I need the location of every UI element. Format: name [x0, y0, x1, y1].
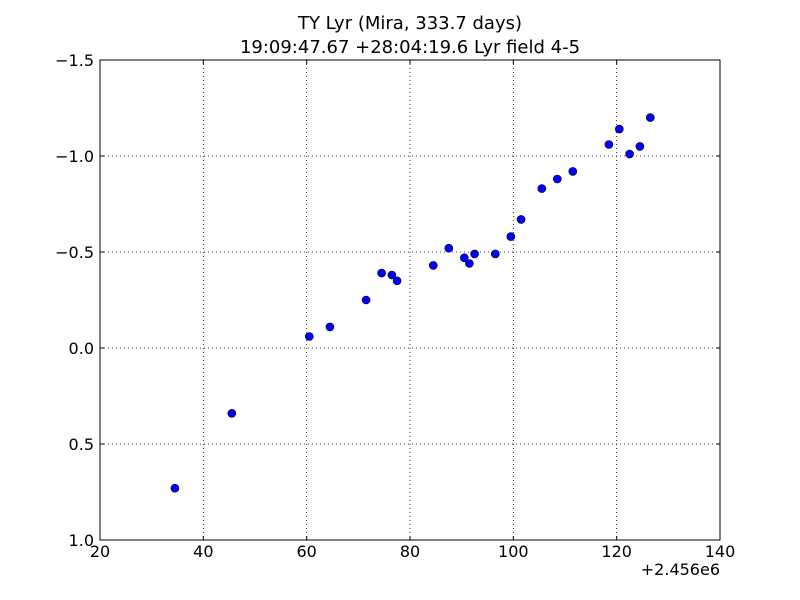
data-point — [227, 408, 237, 418]
chart-subtitle: 19:09:47.67 +28:04:19.6 Lyr field 4-5 — [240, 37, 580, 58]
x-tick-label: 80 — [400, 542, 420, 561]
data-point — [377, 268, 386, 278]
data-point — [387, 270, 397, 280]
data-point — [506, 232, 516, 241]
x-tick-labels: 20 40 60 80 100 120 140 — [90, 542, 735, 561]
chart-title: TY Lyr (Mira, 333.7 days) — [297, 13, 522, 34]
data-points — [170, 113, 655, 493]
data-point — [465, 259, 474, 268]
data-point — [490, 249, 500, 259]
y-tick-label: 0.0 — [69, 339, 94, 358]
y-tick-label: 0.5 — [69, 435, 94, 454]
data-point — [645, 113, 655, 122]
data-point — [170, 483, 180, 493]
data-point — [568, 167, 578, 176]
x-tick-label: 100 — [498, 542, 529, 561]
x-tick-label: 60 — [296, 542, 316, 561]
x-tick-label: 140 — [705, 542, 736, 561]
grid — [100, 60, 720, 540]
data-point — [361, 295, 371, 305]
data-point — [516, 215, 526, 224]
x-tick-label: 20 — [90, 542, 110, 561]
data-point — [444, 243, 454, 253]
y-tick-label: 1.0 — [69, 531, 94, 550]
x-tick-label: 40 — [193, 542, 213, 561]
y-tick-label: −0.5 — [55, 243, 94, 262]
plot-frame — [99, 59, 721, 541]
data-point — [604, 140, 614, 149]
data-point — [459, 253, 469, 263]
data-point — [537, 184, 547, 193]
data-point — [625, 149, 634, 159]
data-point — [392, 276, 402, 286]
x-tick-label: 120 — [601, 542, 632, 561]
y-tick-labels: −1.5 −1.0 −0.5 0.0 0.5 1.0 — [55, 51, 94, 550]
data-point — [304, 332, 314, 341]
data-point — [614, 124, 624, 134]
data-point — [470, 249, 479, 259]
data-point — [552, 174, 562, 184]
y-tick-label: −1.5 — [55, 51, 94, 70]
data-point — [635, 142, 645, 151]
y-tick-label: −1.0 — [55, 147, 94, 166]
data-point — [325, 322, 335, 332]
data-point — [428, 261, 438, 270]
x-offset-label: +2.456e6 — [641, 560, 720, 579]
